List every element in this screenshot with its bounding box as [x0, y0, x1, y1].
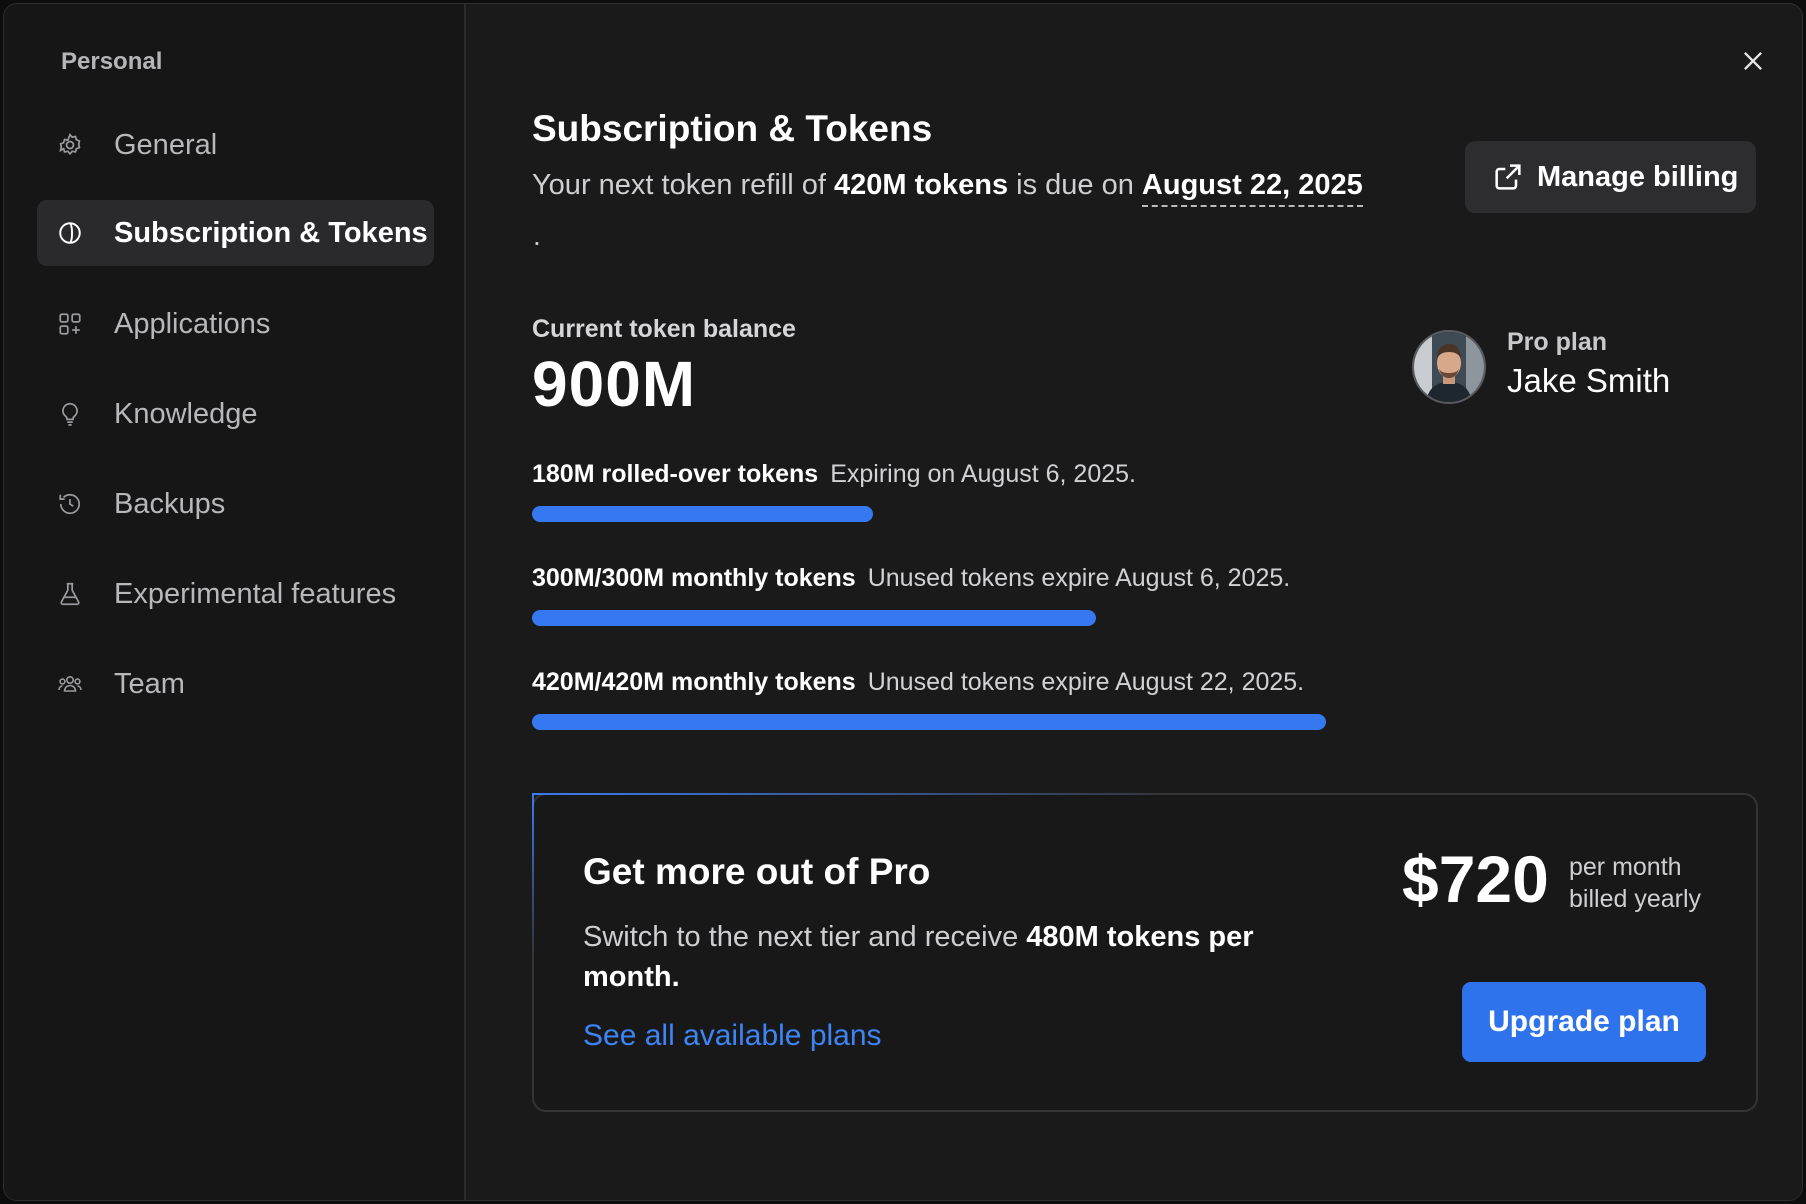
- sidebar-item-team[interactable]: Team: [37, 651, 434, 717]
- lightbulb-icon: [57, 401, 83, 427]
- history-icon: [57, 491, 83, 517]
- sidebar-item-applications[interactable]: Applications: [37, 291, 434, 357]
- token-bar-rollover: [532, 506, 1326, 522]
- card-accent: [532, 793, 534, 953]
- refill-prefix: Your next token refill of: [532, 169, 826, 201]
- page-title: Subscription & Tokens: [532, 108, 933, 149]
- token-bar-monthly-300: [532, 610, 1326, 626]
- card-accent: [532, 793, 1152, 795]
- see-all-plans-link[interactable]: See all available plans: [583, 1019, 882, 1052]
- sidebar-item-label: Backups: [114, 487, 226, 520]
- sidebar-item-general[interactable]: General: [37, 112, 434, 178]
- sidebar-item-knowledge[interactable]: Knowledge: [37, 381, 434, 447]
- avatar: [1412, 330, 1486, 404]
- upgrade-plan-button[interactable]: Upgrade plan: [1462, 982, 1706, 1062]
- token-row-monthly-420: 420M/420M monthly tokens Unused tokens ex…: [532, 668, 1304, 697]
- close-button[interactable]: [1739, 47, 1767, 75]
- sidebar-item-label: Team: [114, 667, 185, 700]
- settings-modal: Personal General Subscription & Tokens A…: [3, 3, 1803, 1201]
- sidebar-item-label: Subscription & Tokens: [114, 216, 428, 249]
- manage-billing-button[interactable]: Manage billing: [1465, 141, 1756, 213]
- upsell-card: Get more out of Pro Switch to the next t…: [532, 793, 1758, 1112]
- sidebar-section-label: Personal: [61, 48, 163, 75]
- user-name: Jake Smith: [1507, 362, 1671, 399]
- manage-billing-label: Manage billing: [1537, 160, 1739, 193]
- sidebar-item-subscription-tokens[interactable]: Subscription & Tokens: [37, 200, 434, 266]
- refill-middle: is due on: [1016, 169, 1134, 201]
- apps-grid-icon: [57, 311, 83, 337]
- refill-text: Your next token refill of 420M tokens is…: [532, 169, 1363, 207]
- close-icon: [1744, 52, 1762, 70]
- token-amount: 180M rolled-over tokens: [532, 460, 819, 488]
- token-row-rollover: 180M rolled-over tokens Expiring on Augus…: [532, 460, 1136, 489]
- token-bar-fill: [532, 714, 1326, 730]
- price-note-line: per month: [1569, 853, 1682, 881]
- balance-value: 900M: [532, 348, 697, 420]
- external-link-icon: [1492, 161, 1524, 193]
- sidebar-item-label: Experimental features: [114, 577, 397, 610]
- upsell-description: Switch to the next tier and receive 480M…: [583, 917, 1263, 997]
- token-coin-icon: [57, 220, 83, 246]
- balance-label: Current token balance: [532, 315, 796, 343]
- token-note: Unused tokens expire August 6, 2025.: [867, 564, 1291, 592]
- sidebar-item-backups[interactable]: Backups: [37, 471, 434, 537]
- refill-date[interactable]: August 22, 2025: [1141, 169, 1363, 207]
- token-bar-fill: [532, 506, 874, 522]
- upsell-desc-prefix: Switch to the next tier and receive: [583, 921, 1019, 953]
- gear-icon: [57, 132, 83, 158]
- token-bar-fill: [532, 610, 1096, 626]
- token-bar-monthly-420: [532, 714, 1326, 730]
- sidebar-item-label: Knowledge: [114, 397, 258, 430]
- token-note: Unused tokens expire August 22, 2025.: [867, 668, 1305, 696]
- price-note-line: billed yearly: [1569, 885, 1702, 913]
- price-note: per month billed yearly: [1569, 851, 1701, 915]
- token-amount: 300M/300M monthly tokens: [532, 564, 856, 592]
- sidebar-item-label: Applications: [114, 307, 271, 340]
- team-icon: [57, 671, 83, 697]
- plan-name: Pro plan: [1507, 328, 1608, 356]
- refill-amount: 420M tokens: [834, 169, 1009, 201]
- sidebar-item-label: General: [114, 128, 218, 161]
- upsell-title: Get more out of Pro: [583, 851, 931, 892]
- refill-suffix: .: [533, 220, 541, 251]
- token-row-monthly-300: 300M/300M monthly tokens Unused tokens ex…: [532, 564, 1290, 593]
- upsell-desc-amount: 480M tokens per month.: [583, 921, 1254, 993]
- sidebar-item-experimental-features[interactable]: Experimental features: [37, 561, 434, 627]
- price: $720: [1402, 842, 1549, 916]
- token-amount: 420M/420M monthly tokens: [532, 668, 856, 696]
- sidebar: Personal General Subscription & Tokens A…: [4, 4, 466, 1200]
- flask-icon: [57, 581, 83, 607]
- token-note: Expiring on August 6, 2025.: [830, 460, 1136, 488]
